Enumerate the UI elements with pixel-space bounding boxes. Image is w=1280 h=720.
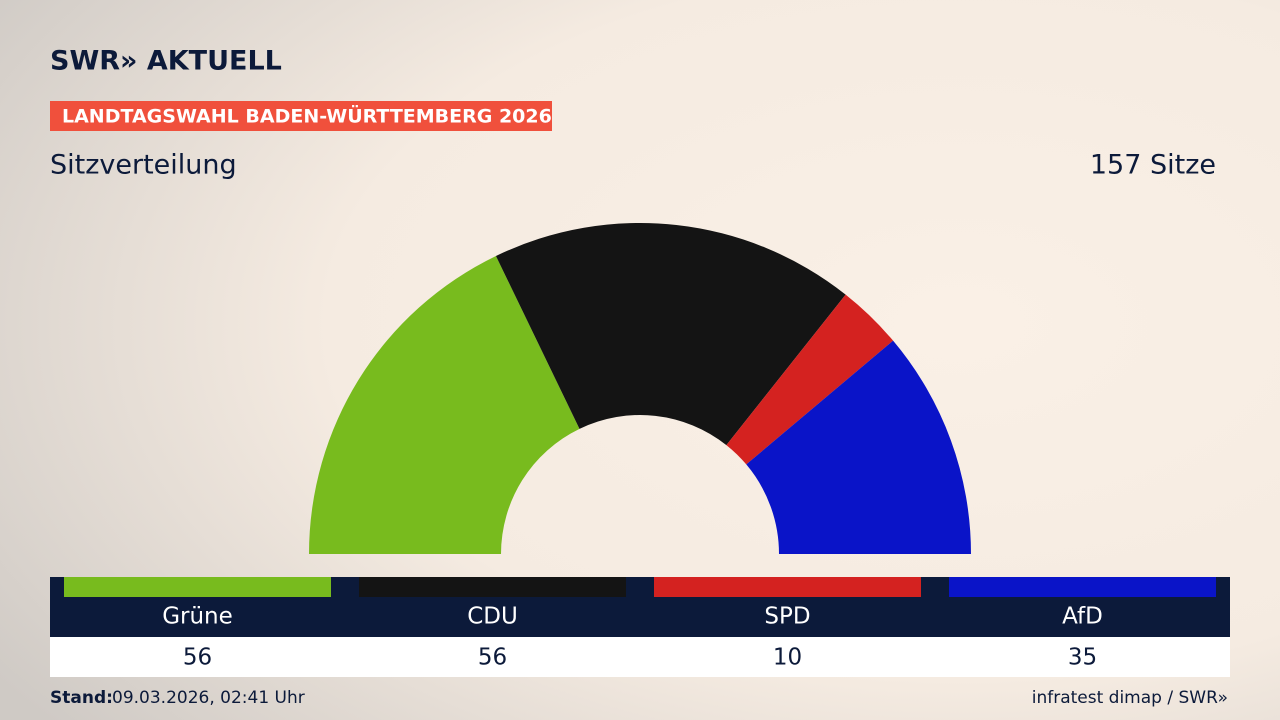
value-band (50, 637, 1230, 677)
stand-label: Stand: (50, 688, 113, 708)
chart-title: Sitzverteilung (50, 150, 237, 181)
stand-value: 09.03.2026, 02:41 Uhr (112, 688, 305, 708)
seat-segment (309, 255, 580, 555)
legend-swatch (949, 577, 1216, 597)
legend-label: AfD (1062, 604, 1103, 630)
legend-swatch (359, 577, 626, 597)
seat-count: 35 (1068, 645, 1097, 671)
source: infratest dimap / SWR» (1032, 688, 1228, 708)
legend-label: SPD (764, 604, 810, 630)
seat-segment (726, 294, 894, 465)
badge: LANDTAGSWAHL BADEN-WÜRTTEMBERG 2026 (62, 104, 552, 128)
seat-segment (495, 223, 846, 446)
seat-count: 56 (478, 645, 507, 671)
seat-count: 10 (773, 645, 802, 671)
seat-count: 56 (183, 645, 212, 671)
badge-background (50, 101, 552, 131)
legend-swatch (654, 577, 921, 597)
legend-label: Grüne (162, 604, 233, 630)
legend-swatch (64, 577, 331, 597)
brand-logo: SWR» AKTUELL (50, 46, 282, 77)
seat-segment (746, 340, 971, 554)
total-seats: 157 Sitze (1090, 150, 1216, 181)
legend-label: CDU (467, 604, 518, 630)
